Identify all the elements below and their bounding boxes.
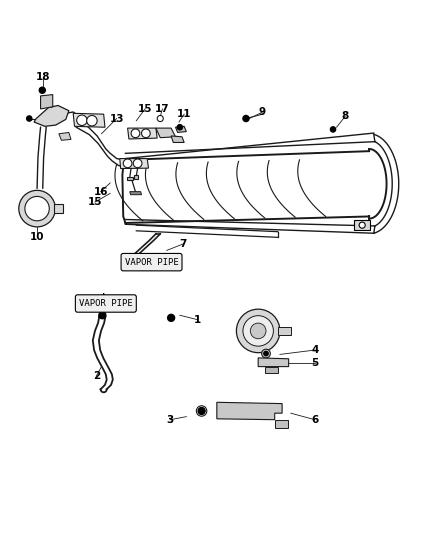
Text: VAPOR PIPE: VAPOR PIPE: [79, 299, 133, 308]
Circle shape: [261, 349, 270, 358]
Circle shape: [251, 323, 266, 339]
Text: VAPOR PIPE: VAPOR PIPE: [125, 257, 178, 266]
Circle shape: [133, 159, 142, 168]
Polygon shape: [217, 402, 282, 419]
Text: 1: 1: [194, 314, 201, 325]
Circle shape: [131, 129, 140, 138]
Text: 3: 3: [166, 415, 174, 425]
Circle shape: [77, 115, 87, 125]
Circle shape: [177, 125, 183, 130]
Polygon shape: [130, 192, 141, 195]
Circle shape: [359, 222, 365, 228]
Circle shape: [87, 116, 97, 126]
Text: 11: 11: [177, 109, 191, 119]
Circle shape: [243, 316, 273, 346]
Circle shape: [39, 87, 46, 93]
Text: 17: 17: [155, 104, 170, 114]
Circle shape: [198, 408, 205, 415]
Text: 15: 15: [88, 197, 102, 207]
Polygon shape: [258, 358, 289, 367]
Circle shape: [243, 116, 249, 122]
Circle shape: [141, 129, 150, 138]
Circle shape: [168, 314, 175, 321]
Polygon shape: [176, 126, 186, 133]
Text: 15: 15: [138, 104, 152, 114]
Bar: [127, 177, 133, 180]
Text: 16: 16: [93, 187, 108, 197]
Polygon shape: [278, 327, 291, 335]
Text: 18: 18: [35, 72, 50, 82]
Circle shape: [25, 197, 49, 221]
Text: 9: 9: [259, 107, 266, 117]
Circle shape: [99, 312, 106, 319]
Circle shape: [264, 351, 268, 356]
Text: 6: 6: [311, 415, 318, 425]
Polygon shape: [171, 136, 184, 142]
Circle shape: [27, 116, 32, 121]
Polygon shape: [275, 419, 288, 429]
Polygon shape: [120, 158, 148, 168]
Text: 10: 10: [30, 232, 44, 242]
Polygon shape: [34, 106, 69, 126]
Text: 7: 7: [180, 239, 187, 249]
Bar: [53, 204, 63, 213]
Text: 4: 4: [311, 345, 318, 355]
Polygon shape: [127, 128, 157, 139]
FancyBboxPatch shape: [121, 254, 182, 271]
Text: 2: 2: [93, 371, 100, 381]
Polygon shape: [265, 367, 278, 373]
Polygon shape: [73, 114, 105, 127]
Circle shape: [157, 116, 163, 122]
Circle shape: [19, 190, 55, 227]
Circle shape: [237, 309, 280, 353]
Polygon shape: [59, 133, 71, 140]
Circle shape: [123, 159, 132, 168]
Bar: [134, 175, 138, 180]
Polygon shape: [41, 94, 53, 109]
Circle shape: [330, 127, 336, 132]
Text: 8: 8: [342, 111, 349, 122]
Text: 5: 5: [311, 358, 318, 368]
FancyBboxPatch shape: [75, 295, 136, 312]
Bar: [354, 220, 371, 230]
Polygon shape: [156, 128, 176, 138]
Text: 13: 13: [110, 114, 124, 124]
